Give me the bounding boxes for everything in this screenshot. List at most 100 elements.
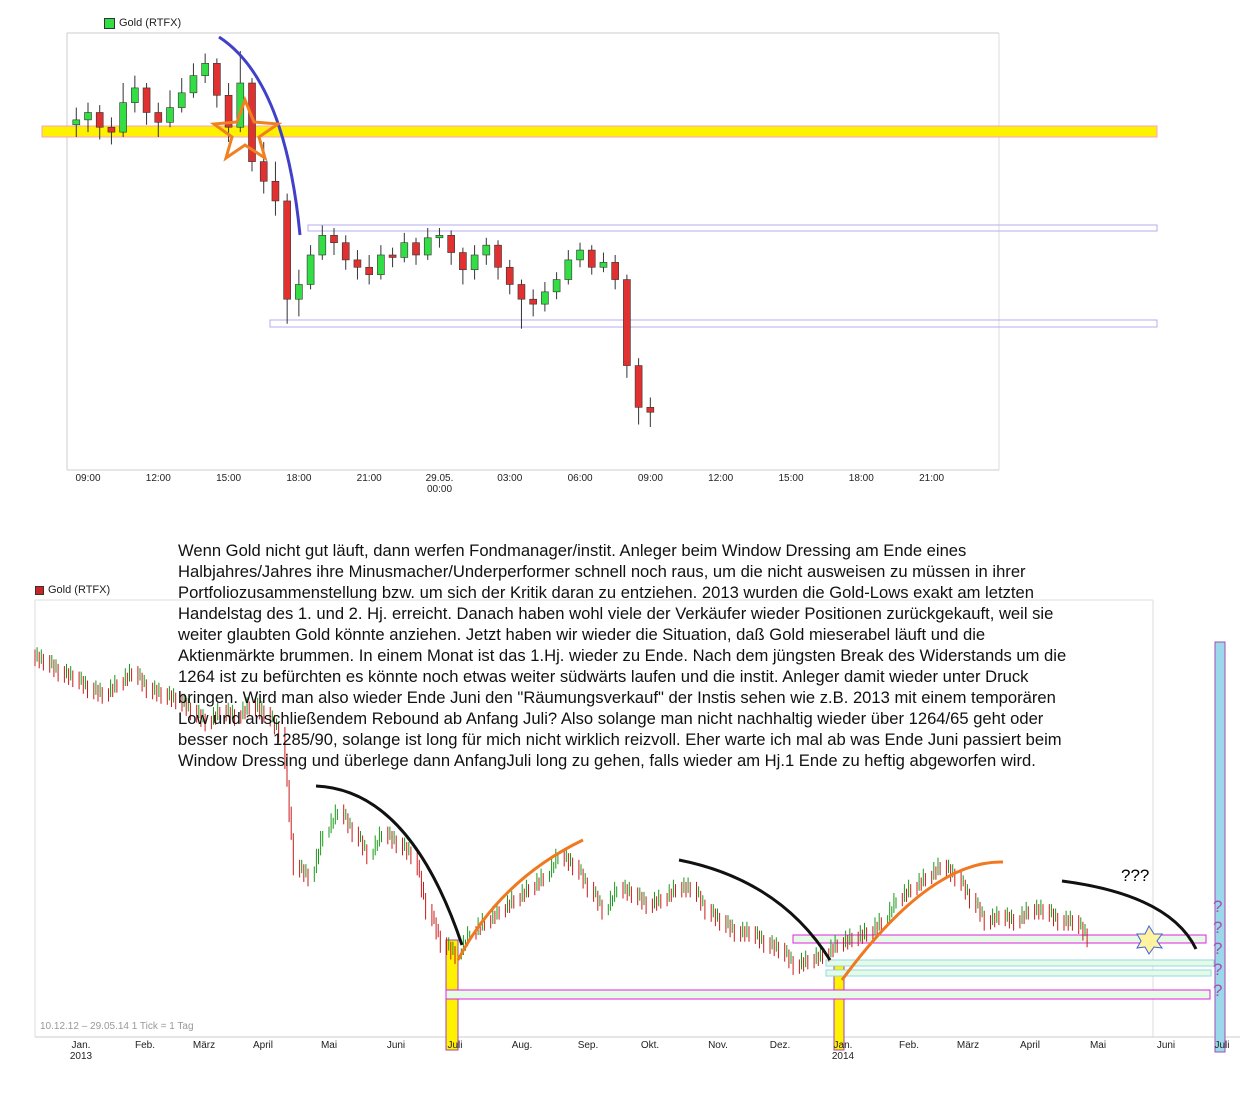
bottom-legend: Gold (RTFX) bbox=[35, 584, 110, 596]
top-chart-frame bbox=[66, 32, 1000, 471]
level-box-1260 bbox=[307, 224, 1158, 232]
question-mark: ? bbox=[1213, 960, 1223, 979]
zone-box-cyan-1 bbox=[825, 959, 1215, 967]
candle bbox=[166, 90, 174, 128]
x-tick-label: Dez. bbox=[769, 1040, 791, 1051]
x-tick-label: 29.05. 00:00 bbox=[425, 473, 454, 495]
x-tick-label: Mai bbox=[1089, 1040, 1107, 1051]
candle bbox=[435, 227, 444, 248]
x-tick-label: 12:00 bbox=[708, 473, 734, 484]
candle bbox=[213, 58, 221, 108]
orange-curve-1 bbox=[456, 838, 584, 961]
x-tick-label: Jan. 2013 bbox=[69, 1040, 93, 1062]
candle bbox=[576, 242, 584, 268]
x-tick-label: Feb. bbox=[134, 1040, 155, 1051]
candle bbox=[388, 247, 397, 268]
x-tick-label: 09:00 bbox=[637, 473, 663, 484]
black-curve-1 bbox=[315, 784, 464, 946]
question-mark: ? bbox=[1213, 918, 1223, 937]
candle bbox=[517, 279, 526, 329]
x-tick-label: 12:00 bbox=[145, 473, 171, 484]
x-tick-label: Feb. bbox=[898, 1040, 919, 1051]
commentary-line: Low und anschließendem Rebound ab Anfang… bbox=[178, 709, 1044, 728]
commentary-line: Window Dressing und überlege dann Anfang… bbox=[178, 751, 1036, 770]
candle bbox=[611, 254, 619, 290]
candle bbox=[189, 63, 198, 98]
x-tick-label: März bbox=[192, 1040, 216, 1051]
blue-trend-curve bbox=[218, 35, 302, 236]
candle bbox=[341, 235, 350, 270]
commentary-line: bringen. Wird man also wieder Ende Juni … bbox=[178, 688, 1056, 707]
candle bbox=[119, 83, 127, 138]
candle bbox=[505, 259, 514, 295]
x-tick-label: 09:00 bbox=[75, 473, 101, 484]
candle bbox=[423, 227, 432, 260]
candle bbox=[646, 397, 655, 427]
x-tick-label: 15:00 bbox=[216, 473, 242, 484]
top-legend: Gold (RTFX) bbox=[104, 17, 181, 29]
x-tick-label: Juli bbox=[1214, 1040, 1230, 1051]
x-tick-label: 18:00 bbox=[286, 473, 312, 484]
legend-label: Gold (RTFX) bbox=[119, 17, 182, 29]
legend-swatch-icon bbox=[104, 17, 115, 29]
top-candles bbox=[72, 51, 655, 427]
black-curve-3 bbox=[1061, 879, 1198, 950]
x-tick-label: Juni bbox=[386, 1040, 406, 1051]
x-tick-label: 06:00 bbox=[567, 473, 593, 484]
x-tick-label: Jan. 2014 bbox=[831, 1040, 855, 1062]
candle bbox=[107, 117, 116, 145]
candle bbox=[377, 245, 385, 280]
commentary-line: weiter glaubten Gold könnte anziehen. Je… bbox=[178, 625, 986, 644]
candle bbox=[599, 252, 608, 273]
commentary-line: Halbjahres/Jahres ihre Minusmacher/Under… bbox=[178, 562, 1026, 581]
candle bbox=[330, 227, 338, 255]
x-tick-label: Sep. bbox=[577, 1040, 599, 1051]
x-tick-label: 21:00 bbox=[356, 473, 382, 484]
candle bbox=[470, 245, 479, 280]
x-tick-label: März bbox=[956, 1040, 980, 1051]
candle bbox=[142, 83, 151, 125]
resistance-band-1264 bbox=[41, 125, 1158, 138]
zone-box-70 bbox=[445, 989, 1211, 1000]
candle bbox=[634, 358, 643, 425]
commentary-line: Portfoliozusammenstellung bzw. um sich d… bbox=[178, 583, 1034, 602]
candle bbox=[494, 240, 502, 280]
zone-box-cyan-2 bbox=[825, 969, 1212, 977]
x-tick-label: Okt. bbox=[640, 1040, 660, 1051]
candle bbox=[541, 282, 549, 312]
star-annotation-icon bbox=[209, 95, 283, 162]
x-tick-label: 03:00 bbox=[497, 473, 523, 484]
candle bbox=[587, 245, 596, 275]
x-tick-label: April bbox=[252, 1040, 273, 1051]
commentary-line: besser noch 1285/90, solange ist long fü… bbox=[178, 730, 1062, 749]
future-window-bar bbox=[1214, 641, 1226, 1053]
black-curve-2 bbox=[678, 858, 832, 961]
trend-curves bbox=[315, 784, 1198, 981]
candle bbox=[412, 237, 420, 265]
question-mark: ? bbox=[1213, 897, 1223, 916]
commentary-line: Wenn Gold nicht gut läuft, dann werfen F… bbox=[178, 541, 967, 560]
candle bbox=[72, 107, 81, 138]
candle bbox=[248, 78, 256, 172]
candle bbox=[564, 250, 573, 285]
candle bbox=[201, 53, 209, 83]
candle bbox=[353, 250, 362, 280]
question-mark: ? bbox=[1213, 939, 1223, 958]
x-tick-label: April bbox=[1019, 1040, 1040, 1051]
legend-label: Gold (RTFX) bbox=[48, 584, 111, 596]
x-tick-label: Nov. bbox=[708, 1040, 728, 1051]
zone-box-75 bbox=[792, 934, 1207, 944]
x-tick-label: Juli bbox=[447, 1040, 463, 1051]
x-tick-label: 15:00 bbox=[778, 473, 804, 484]
candle bbox=[306, 245, 315, 290]
candle bbox=[95, 105, 104, 140]
candle bbox=[131, 75, 139, 113]
bottom-chart-frame bbox=[34, 599, 1240, 1038]
date-range-label: 10.12.12 – 29.05.14 1 Tick = 1 Tag bbox=[40, 1021, 194, 1032]
candle bbox=[447, 230, 455, 265]
x-tick-label: 18:00 bbox=[848, 473, 874, 484]
commentary-line: Handelstag des 1. und 2. Hj. erreicht. D… bbox=[178, 604, 1054, 623]
candle bbox=[459, 247, 467, 285]
candle bbox=[400, 232, 409, 263]
